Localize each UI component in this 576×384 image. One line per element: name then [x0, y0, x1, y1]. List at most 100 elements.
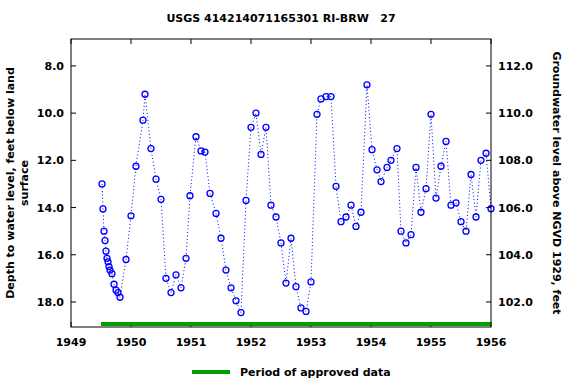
data-point	[238, 310, 244, 316]
data-point	[418, 209, 424, 215]
data-point	[117, 294, 123, 300]
data-point	[458, 219, 464, 225]
data-point	[133, 163, 139, 169]
data-point	[123, 256, 129, 262]
data-point	[384, 164, 390, 170]
data-point	[111, 281, 117, 287]
data-point	[178, 285, 184, 291]
x-tick	[251, 39, 252, 44]
x-tick	[311, 39, 312, 44]
y-tick	[71, 207, 76, 208]
x-tick-label: 1952	[236, 336, 267, 349]
data-point	[343, 214, 349, 220]
data-point	[468, 172, 474, 178]
y2-axis-label: Groundwater level above NGVD 1929, feet	[550, 51, 563, 314]
y-tick-label: 12.0	[37, 154, 64, 167]
y-tick-label: 10.0	[37, 107, 64, 120]
legend-swatch	[192, 370, 230, 374]
y-tick	[71, 65, 76, 66]
y2-tick-label: 104.0	[498, 249, 533, 262]
data-point	[183, 255, 189, 261]
data-point	[348, 202, 354, 208]
data-point	[463, 228, 469, 234]
data-point	[100, 206, 106, 212]
data-point	[207, 190, 213, 196]
data-point	[142, 91, 148, 97]
y2-tick	[486, 160, 491, 161]
data-point	[218, 235, 224, 241]
y2-tick-label: 108.0	[498, 154, 533, 167]
data-point	[314, 111, 320, 117]
data-point	[428, 111, 434, 117]
data-point	[403, 240, 409, 246]
data-point	[273, 214, 279, 220]
data-point	[168, 290, 174, 296]
data-point	[103, 248, 109, 254]
y-tick	[71, 160, 76, 161]
y-tick-label: 18.0	[37, 296, 64, 309]
y-axis-label: Depth to water level, feet below land	[4, 67, 17, 299]
x-tick-label: 1950	[116, 336, 147, 349]
approved-period-bar	[101, 322, 491, 326]
x-tick-label: 1951	[176, 336, 207, 349]
data-point	[102, 238, 108, 244]
y2-tick	[486, 113, 491, 114]
x-tick	[371, 39, 372, 44]
y-tick-label: 14.0	[37, 202, 64, 215]
data-point	[478, 157, 484, 163]
data-point	[394, 146, 400, 152]
y2-tick	[486, 65, 491, 66]
x-tick	[431, 39, 432, 44]
data-point	[187, 193, 193, 199]
y2-tick-label: 112.0	[498, 60, 533, 73]
data-point	[128, 213, 134, 219]
y-tick-label: 16.0	[37, 249, 64, 262]
x-tick	[131, 39, 132, 44]
data-point	[438, 163, 444, 169]
data-point	[248, 124, 254, 130]
data-point	[423, 186, 429, 192]
legend-label: Period of approved data	[240, 366, 391, 379]
data-point	[288, 235, 294, 241]
data-point	[388, 157, 394, 163]
data-point	[258, 151, 264, 157]
x-tick-label: 1949	[56, 336, 87, 349]
data-point	[198, 148, 204, 154]
y2-tick-label: 106.0	[498, 202, 533, 215]
data-point	[193, 134, 199, 140]
data-point	[408, 232, 414, 238]
data-point	[398, 228, 404, 234]
chart: USGS 414214071165301 RI-BRW 271949195019…	[0, 0, 576, 384]
data-point	[378, 179, 384, 185]
data-point	[233, 298, 239, 304]
data-point	[358, 209, 364, 215]
y-tick-label: 8.0	[45, 60, 65, 73]
data-point	[308, 279, 314, 285]
data-point	[163, 275, 169, 281]
data-point	[158, 196, 164, 202]
y-tick	[71, 113, 76, 114]
y-tick	[71, 254, 76, 255]
data-point	[293, 284, 299, 290]
data-point	[268, 202, 274, 208]
x-tick	[191, 39, 192, 44]
data-point	[303, 308, 309, 314]
y2-tick	[486, 301, 491, 302]
data-point	[253, 110, 259, 116]
data-point	[483, 150, 489, 156]
x-tick-label: 1954	[356, 336, 387, 349]
data-point	[148, 146, 154, 152]
y2-tick-label: 110.0	[498, 107, 533, 120]
x-tick-label: 1955	[416, 336, 447, 349]
y-axis-label: surface	[18, 160, 31, 206]
data-point	[278, 240, 284, 246]
data-point	[263, 124, 269, 130]
data-point	[153, 176, 159, 182]
data-point	[228, 285, 234, 291]
data-point	[173, 272, 179, 278]
data-point	[213, 210, 219, 216]
x-tick-label: 1953	[296, 336, 327, 349]
plot-frame	[71, 39, 491, 327]
y-tick	[71, 301, 76, 302]
data-point	[243, 197, 249, 203]
